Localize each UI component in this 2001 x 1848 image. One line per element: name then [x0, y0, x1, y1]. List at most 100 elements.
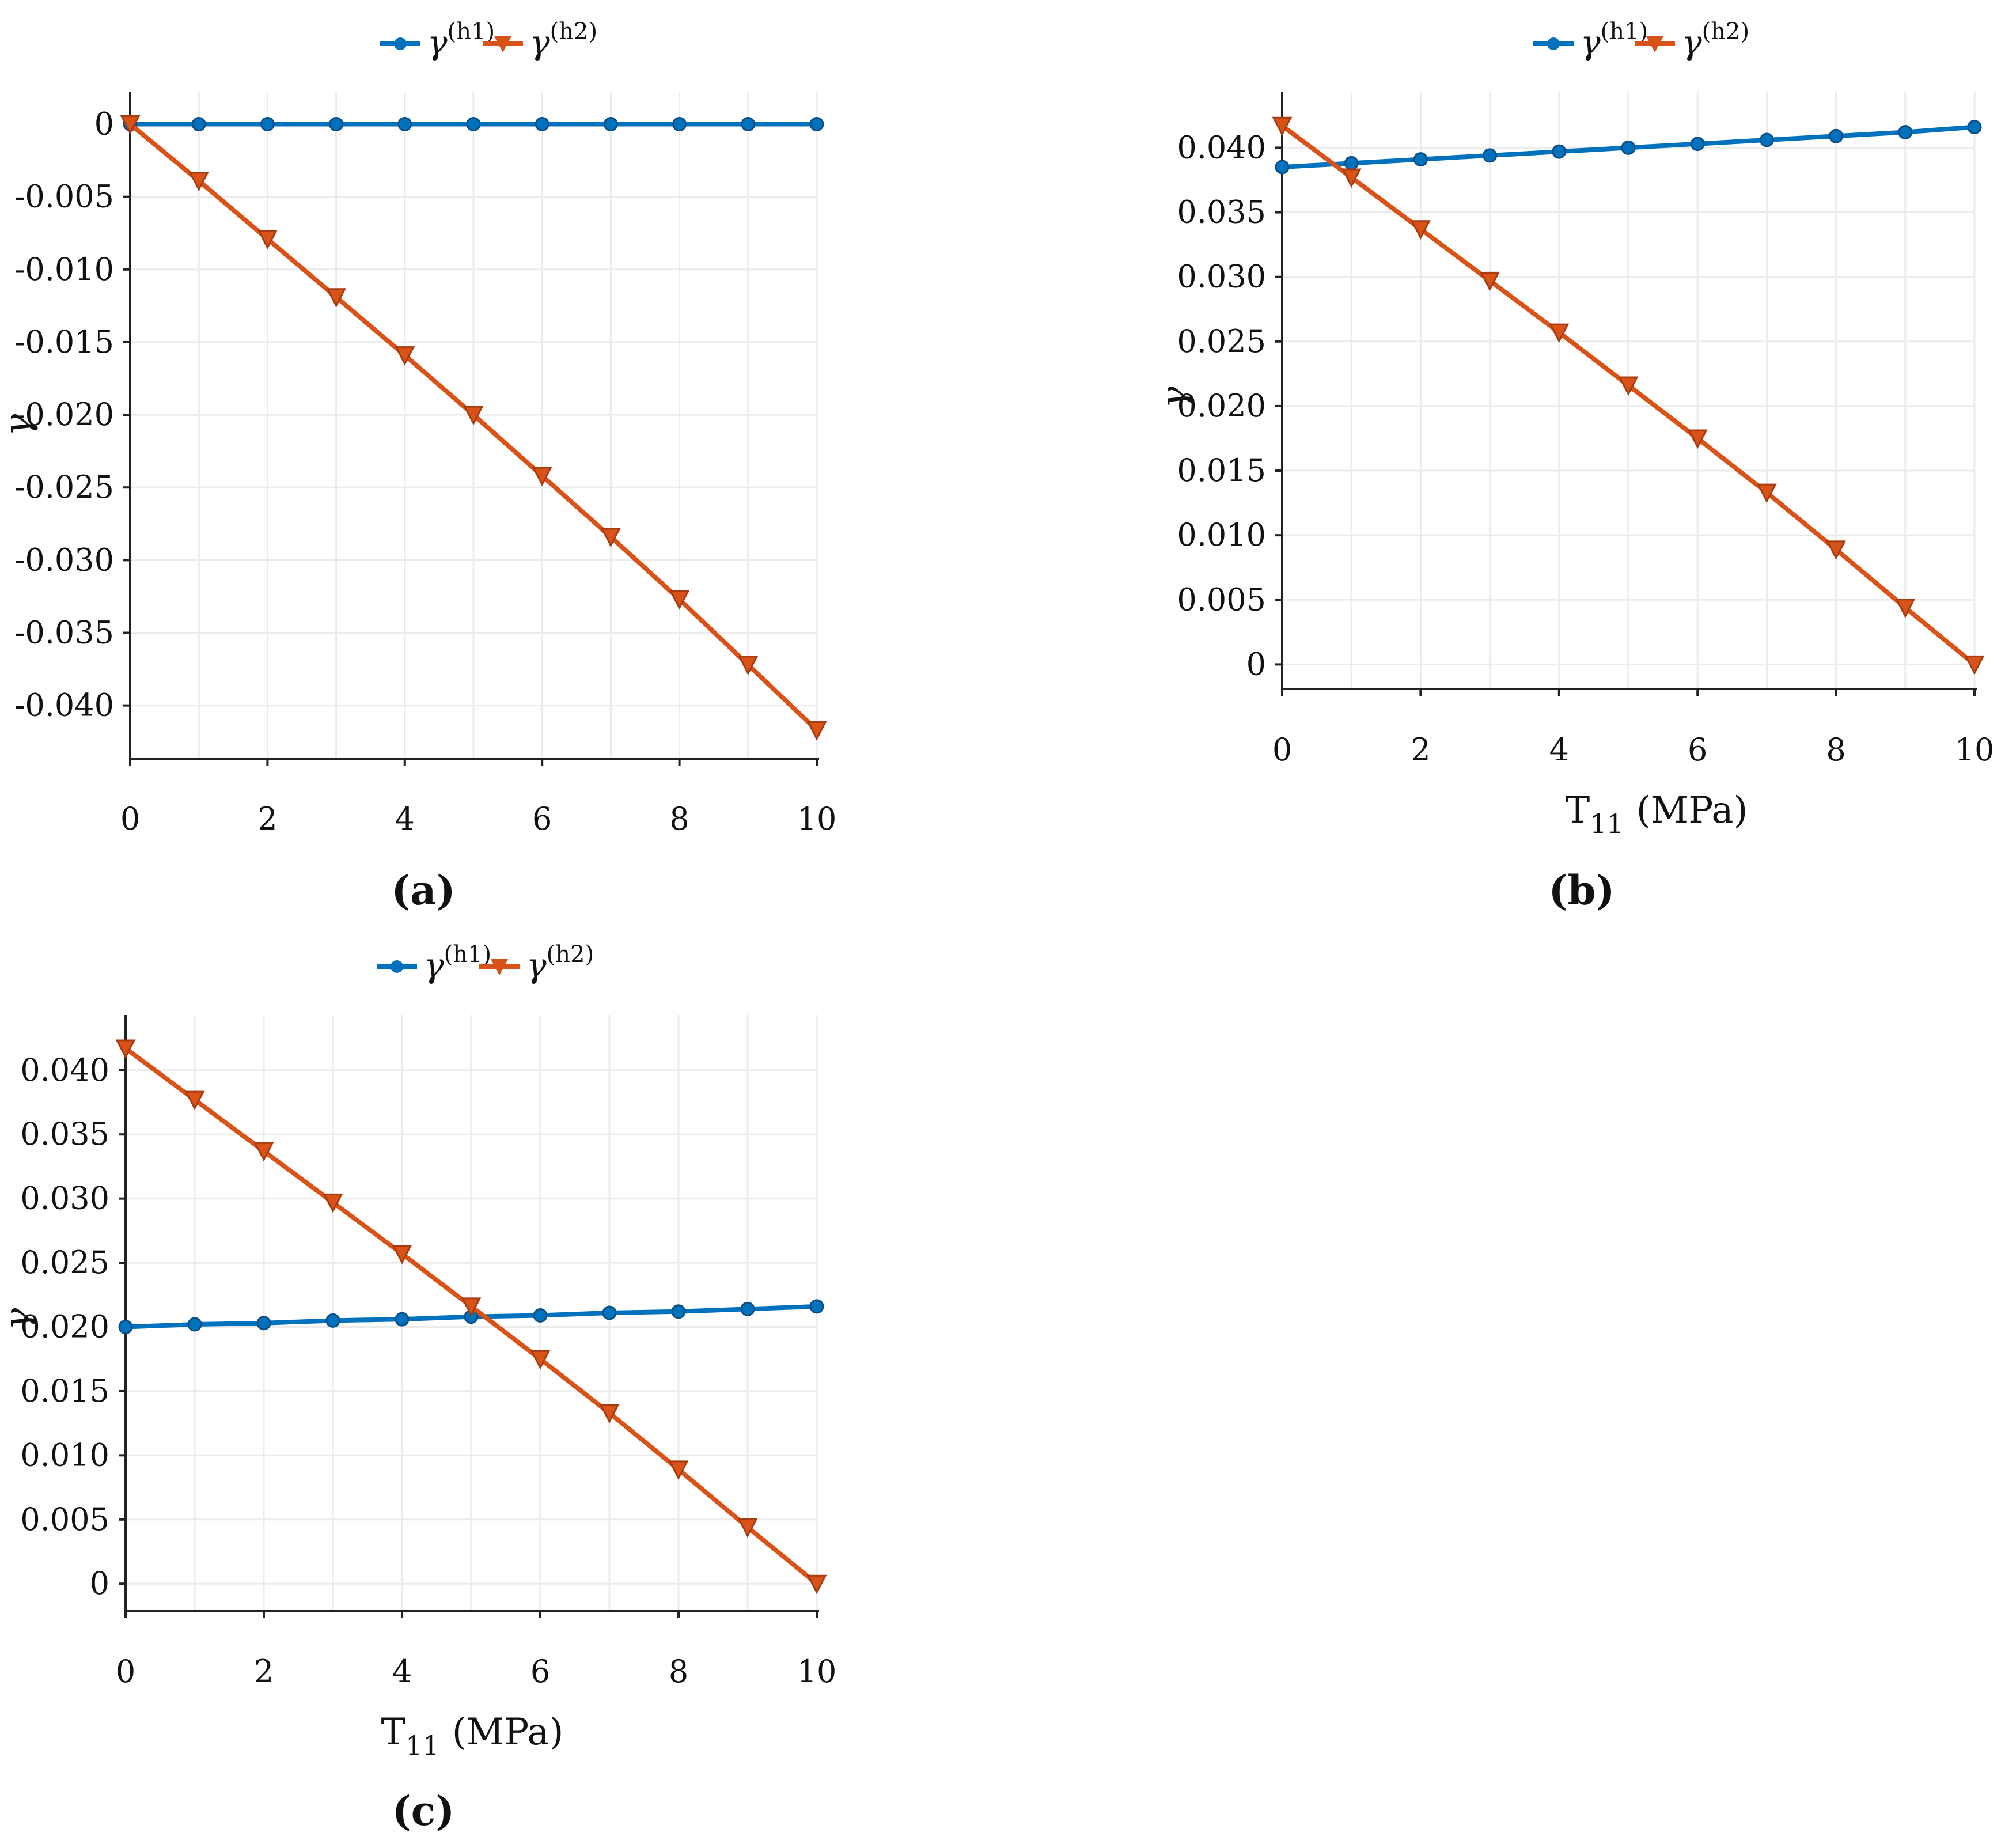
y-tick-label: -0.010: [14, 251, 114, 287]
data-point: [463, 406, 484, 426]
chart-panel-c: 0.040 0.035 0.030 0.025 0.020 0.015 0.010 0.005…: [0, 941, 836, 1835]
panel-caption-b: (b): [1548, 866, 1615, 914]
legend: γ(h1) γ(h2): [1533, 18, 1749, 62]
data-point: [397, 117, 412, 132]
y-axis-label: γ: [0, 1308, 39, 1330]
x-tick-label: 10: [797, 801, 837, 837]
y-tick-label: -0.020: [14, 396, 114, 433]
legend-item-h1: γ(h1): [1533, 18, 1648, 62]
data-point: [184, 1090, 205, 1111]
y-tick-label: 0.020: [1177, 388, 1266, 424]
legend-item-h2: γ(h2): [1635, 18, 1749, 62]
data-point: [809, 1299, 824, 1314]
legend-item-h1: γ(h1): [380, 18, 495, 62]
data-point: [809, 117, 824, 132]
data-point: [1829, 128, 1844, 143]
data-point: [669, 590, 690, 610]
legend-item-h1: γ(h1): [377, 941, 491, 985]
x-tick-label: 8: [669, 801, 689, 837]
x-tick-label: 6: [532, 801, 552, 837]
x-axis-label-sub: 11: [1590, 808, 1624, 839]
data-point: [325, 1313, 340, 1328]
legend-label: γ(h2): [1682, 18, 1749, 62]
x-axis-label: T11 (MPa): [1565, 789, 1748, 839]
x-tick-label: 2: [254, 1653, 274, 1690]
legend-label-sup: (h2): [550, 18, 597, 45]
legend-label-sup: (h1): [448, 18, 495, 45]
data-point: [1341, 168, 1362, 188]
y-tick-label: 0.010: [1177, 517, 1266, 553]
legend-label: γ(h2): [530, 18, 597, 62]
data-point: [600, 528, 621, 548]
x-axis-label-unit: (MPa): [452, 1711, 564, 1754]
data-point: [1756, 483, 1777, 503]
data-point: [1275, 160, 1290, 175]
series-h2: [115, 1039, 827, 1595]
x-tick-label: 4: [392, 1653, 412, 1690]
legend: γ(h1) γ(h2): [380, 18, 597, 62]
y-tick-label: -0.040: [14, 687, 114, 724]
data-point: [1826, 540, 1847, 561]
y-tick-label: -0.030: [14, 541, 114, 578]
y-tick-label: 0.040: [20, 1052, 109, 1088]
legend-label-base: γ: [1682, 23, 1702, 62]
y-tick-label: 0.015: [20, 1373, 109, 1409]
x-tick-label: 2: [257, 801, 277, 837]
data-point: [1618, 376, 1639, 396]
x-axis-label: T11 (MPa): [381, 1711, 563, 1761]
data-point: [532, 467, 552, 487]
data-point: [530, 1350, 551, 1370]
data-point: [740, 1301, 755, 1316]
data-point: [1967, 120, 1982, 135]
y-tick-label: 0.030: [20, 1180, 109, 1217]
panel-caption-c: (c): [392, 1787, 455, 1835]
legend-label-sup: (h1): [1601, 18, 1648, 45]
data-point: [1549, 323, 1570, 343]
legend-label: γ(h1): [424, 941, 491, 985]
gridlines: [129, 92, 818, 759]
x-tick-label: 8: [1826, 732, 1845, 768]
y-tick-label: 0: [90, 1565, 109, 1601]
legend-marker: [494, 36, 511, 52]
series-h1: [123, 117, 824, 132]
data-point: [741, 117, 756, 132]
data-point: [1759, 132, 1774, 147]
legend-marker: [1646, 36, 1663, 52]
series-h2: [1272, 116, 1985, 675]
data-point: [260, 117, 275, 132]
chart-panel-b: 0.040 0.035 0.030 0.025 0.020 0.015 0.010 0.005…: [1153, 18, 1994, 914]
x-tick-label: 6: [530, 1653, 550, 1690]
data-point: [188, 172, 209, 192]
legend-label-base: γ: [526, 946, 547, 985]
data-point: [738, 656, 759, 676]
data-point: [1413, 152, 1428, 167]
data-point: [671, 1304, 686, 1319]
data-point: [120, 115, 141, 135]
y-tick-label: 0.035: [1177, 194, 1266, 230]
y-tick-label: 0.010: [20, 1437, 109, 1473]
y-axis-label: γ: [1153, 386, 1196, 408]
data-point: [1410, 220, 1431, 240]
legend-label-sup: (h1): [444, 941, 491, 968]
data-point: [187, 1317, 202, 1332]
data-point: [118, 1320, 133, 1335]
legend-label: γ(h2): [526, 941, 594, 985]
x-axis-label-main: T: [381, 1711, 405, 1754]
legend-label-sup: (h2): [1702, 18, 1749, 45]
data-point: [1687, 429, 1708, 449]
panel-caption-a: (a): [391, 866, 456, 914]
legend-label-base: γ: [424, 946, 444, 985]
data-point: [603, 117, 618, 132]
y-tick-label: 0.020: [20, 1309, 109, 1345]
x-tick-label: 2: [1411, 732, 1430, 768]
y-tick-label: -0.025: [14, 469, 114, 505]
y-tick-label: 0.015: [1177, 452, 1266, 488]
legend-label-base: γ: [1581, 23, 1601, 62]
data-point: [806, 1574, 827, 1595]
x-tick-label: 10: [1955, 732, 1995, 768]
data-point: [737, 1518, 758, 1538]
x-tick-label: 8: [669, 1653, 688, 1690]
data-point: [1272, 116, 1293, 137]
y-tick-label: 0.005: [1177, 581, 1266, 618]
